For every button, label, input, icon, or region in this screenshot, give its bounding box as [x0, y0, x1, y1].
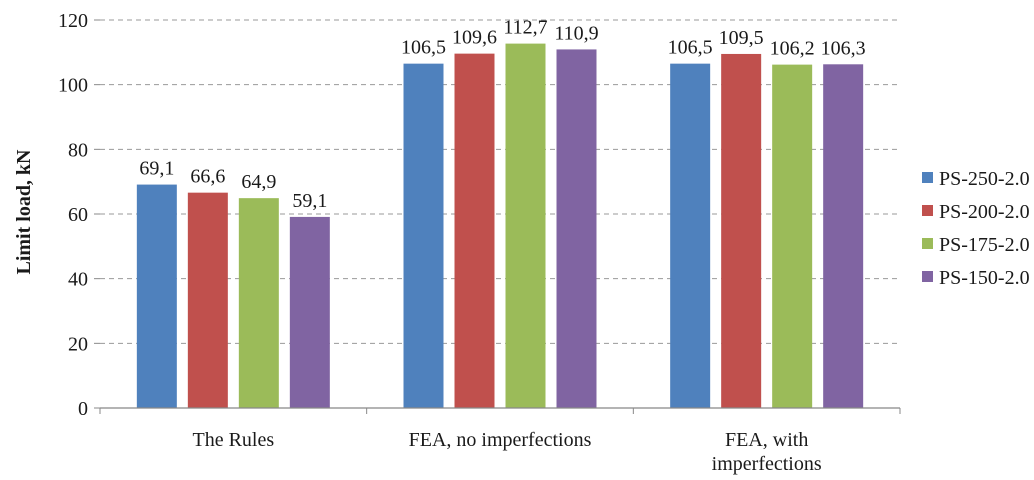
- gridlines: [100, 19, 900, 344]
- bar: [136, 184, 177, 408]
- y-tick-label: 80: [68, 139, 88, 161]
- bar-series: [136, 43, 864, 409]
- y-tick-label: 0: [78, 398, 88, 420]
- legend-label: PS-175-2.0: [939, 234, 1030, 256]
- legend-swatch: [922, 271, 933, 282]
- bar: [403, 63, 444, 409]
- legend-label: PS-250-2.0: [939, 168, 1030, 190]
- x-tick-label: FEA, no imperfections: [409, 429, 592, 451]
- bar: [238, 198, 279, 408]
- data-label: 109,6: [452, 27, 497, 49]
- y-tick-label: 120: [58, 10, 88, 32]
- bar: [187, 192, 228, 408]
- x-tick-label: FEA, with imperfections: [712, 429, 822, 475]
- bar: [721, 53, 762, 408]
- legend-swatch: [922, 172, 933, 183]
- data-label: 64,9: [241, 171, 276, 193]
- data-label: 112,7: [503, 17, 547, 39]
- data-label: 106,3: [821, 37, 866, 59]
- data-label: 110,9: [554, 22, 598, 44]
- bar: [505, 43, 546, 408]
- legend-swatch: [922, 205, 933, 216]
- y-tick-label: 100: [58, 75, 88, 97]
- data-label: 59,1: [292, 190, 327, 212]
- bar: [556, 49, 597, 408]
- legend: PS-250-2.0 PS-200-2.0 PS-175-2.0 PS-150-2.0: [922, 168, 1030, 289]
- y-tick-label: 60: [68, 204, 88, 226]
- bar: [289, 216, 330, 408]
- data-label: 109,5: [719, 27, 764, 49]
- data-label: 106,5: [401, 37, 446, 59]
- legend-swatch: [922, 238, 933, 249]
- bar: [823, 64, 864, 409]
- y-axis-label: Limit load, kN: [13, 149, 35, 275]
- data-label: 69,1: [139, 158, 174, 180]
- legend-label: PS-150-2.0: [939, 267, 1030, 289]
- y-tick-label: 40: [68, 269, 88, 291]
- legend-label: PS-200-2.0: [939, 201, 1030, 223]
- y-axis-ticks: 0 20 40 60 80 100 120: [58, 10, 100, 420]
- bar: [772, 64, 813, 409]
- bar: [454, 53, 495, 408]
- data-label: 66,6: [190, 166, 225, 188]
- y-tick-label: 20: [68, 333, 88, 355]
- bar: [670, 63, 711, 409]
- data-label: 106,2: [770, 38, 815, 60]
- data-label: 106,5: [668, 37, 713, 59]
- x-axis-ticks: The Rules FEA, no imperfections FEA, with i…: [99, 408, 901, 475]
- data-labels: 69,1 66,6 64,9 59,1 106,5 109,6 112,7 110,9 106,…: [139, 17, 865, 212]
- x-tick-label: The Rules: [193, 429, 275, 451]
